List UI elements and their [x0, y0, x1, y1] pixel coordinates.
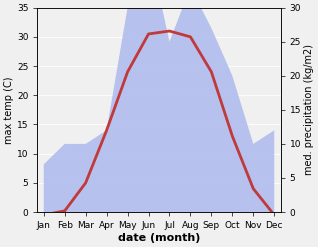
X-axis label: date (month): date (month) — [118, 233, 200, 243]
Y-axis label: med. precipitation (kg/m2): med. precipitation (kg/m2) — [304, 44, 314, 175]
Y-axis label: max temp (C): max temp (C) — [4, 76, 14, 144]
